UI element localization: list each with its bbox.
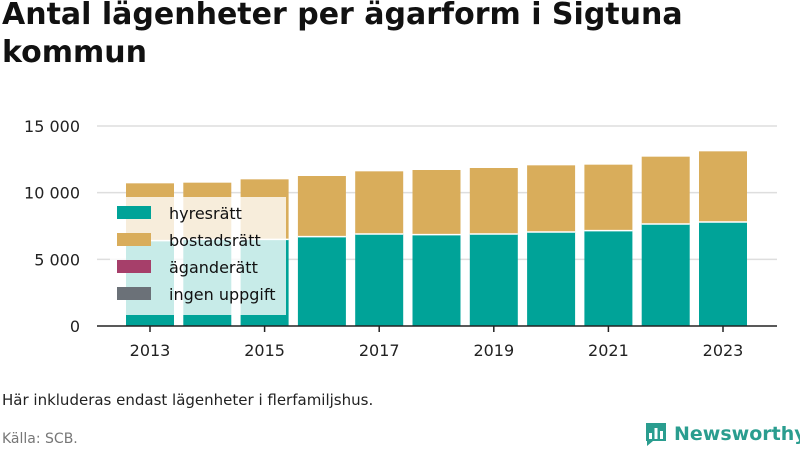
legend-swatch[interactable] — [117, 260, 151, 273]
legend[interactable]: hyresrätt bostadsrätt äganderätt ingen uppg… — [110, 197, 286, 315]
legend-label[interactable]: ingen uppgift — [169, 285, 276, 304]
bar-segment — [355, 234, 404, 326]
legend-label[interactable]: hyresrätt — [169, 204, 242, 223]
bar-segment — [355, 171, 404, 234]
y-tick-label: 0 — [70, 317, 80, 336]
footnote: Här inkluderas endast lägenheter i flerf… — [2, 391, 374, 409]
axis-layer: 0 5 000 10 000 15 000 2013 2015 2017 2019 2021 20… — [24, 117, 777, 360]
bar-segment — [584, 164, 633, 231]
bar-segment — [469, 234, 518, 326]
source-note: Källa: SCB. — [2, 431, 78, 447]
bar-segment — [584, 230, 633, 326]
bar-segment — [641, 156, 690, 224]
legend-label[interactable]: bostadsrätt — [169, 231, 261, 250]
bar-segment — [412, 234, 461, 326]
chart-title: Antal lägenheter per ägarform i Sigtuna … — [2, 0, 683, 70]
bar-segment — [469, 168, 518, 234]
legend-swatch[interactable] — [117, 233, 151, 246]
bar-chart-logo-icon — [646, 423, 666, 446]
legend-label[interactable]: äganderätt — [169, 258, 258, 277]
bar-segment — [297, 236, 346, 326]
bar-segment — [527, 165, 576, 232]
x-tick-label: 2017 — [359, 341, 400, 360]
brand-name: Newsworthy — [674, 423, 800, 445]
bar-segment — [527, 232, 576, 326]
legend-swatch[interactable] — [117, 287, 151, 300]
y-tick-label: 15 000 — [24, 117, 80, 136]
bar-segment — [641, 224, 690, 326]
bar-segment — [699, 151, 747, 222]
bar-segment — [412, 170, 461, 235]
x-tick-label: 2015 — [244, 341, 285, 360]
x-tick-label: 2013 — [130, 341, 171, 360]
bar-segment — [699, 222, 747, 326]
x-tick-label: 2019 — [473, 341, 514, 360]
brand-logo[interactable]: Newsworthy — [644, 420, 800, 448]
x-tick-label: 2021 — [588, 341, 629, 360]
x-tick-label: 2023 — [703, 341, 744, 360]
legend-swatch[interactable] — [117, 206, 151, 219]
y-tick-label: 10 000 — [24, 184, 80, 203]
y-tick-label: 5 000 — [34, 250, 80, 269]
bar-segment — [297, 176, 346, 237]
